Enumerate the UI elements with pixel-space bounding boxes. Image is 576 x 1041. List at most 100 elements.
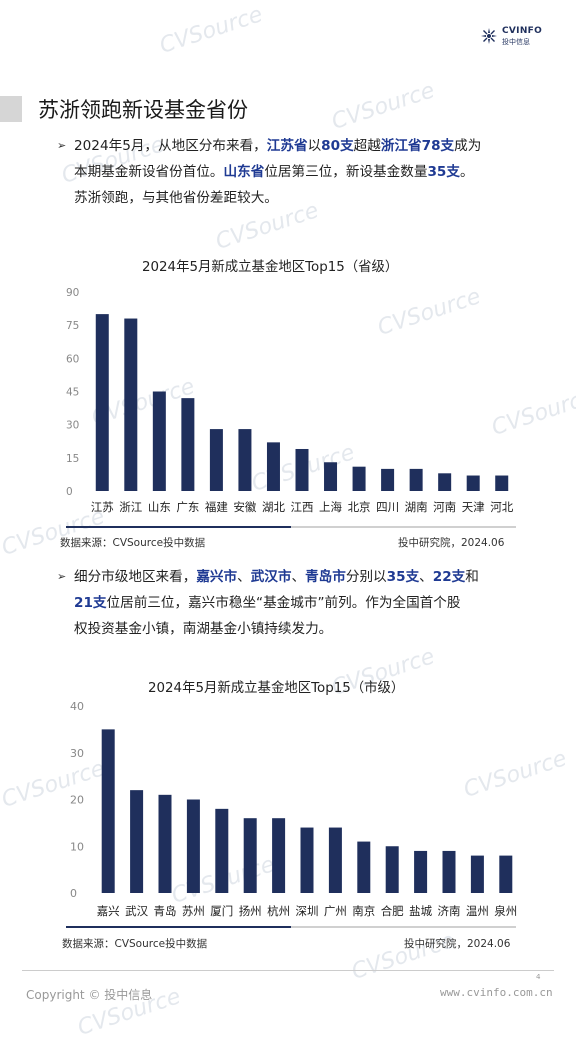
bar (438, 473, 452, 491)
logo-name: CVINFO (502, 26, 543, 36)
x-tick-label: 河北 (490, 500, 513, 514)
bar (130, 790, 144, 893)
paragraph-line: 本期基金新设省份首位。山东省位居第三位，新设基金数量35支。 (74, 159, 544, 185)
bar (124, 318, 138, 491)
y-tick-label: 90 (66, 287, 79, 299)
highlight-text: 嘉兴市 (196, 569, 238, 585)
x-tick-label: 山东 (148, 500, 171, 514)
copyright: Copyright © 投中信息 (26, 988, 153, 1002)
y-tick-label: 30 (70, 747, 84, 760)
paragraph-cities: ➢ 细分市级地区来看，嘉兴市、武汉市、青岛市分别以35支、22支和 21支位居前… (57, 564, 544, 642)
x-tick-label: 盐城 (409, 904, 432, 918)
x-tick-label: 深圳 (296, 904, 319, 918)
paragraph-line: 2024年5月，从地区分布来看，江苏省以80支超越浙江省78支成为 (74, 133, 544, 159)
y-tick-label: 0 (66, 486, 73, 498)
text: 权投资基金小镇，南湖基金小镇持续发力。 (74, 621, 333, 637)
bar (186, 799, 200, 893)
bar (324, 462, 338, 491)
y-tick-label: 20 (70, 794, 84, 807)
x-tick-label: 江西 (291, 500, 314, 514)
paragraph-line: 21支位居前三位，嘉兴市稳坐“基金城市”前列。作为全国首个股 (74, 590, 544, 616)
bar (385, 846, 399, 893)
x-tick-label: 湖南 (405, 500, 428, 514)
bar (300, 827, 314, 893)
cvinfo-logo: CVINFO 投中信息 (480, 26, 560, 48)
bar (209, 429, 223, 491)
bar (295, 448, 309, 491)
bar (357, 841, 371, 893)
paragraph-provinces: ➢ 2024年5月，从地区分布来看，江苏省以80支超越浙江省78支成为 本期基金… (57, 133, 544, 211)
y-tick-label: 10 (70, 840, 84, 853)
paragraph-line: 权投资基金小镇，南湖基金小镇持续发力。 (74, 616, 544, 642)
bar (158, 794, 172, 893)
text: 成为 (454, 138, 482, 154)
x-tick-label: 杭州 (267, 904, 290, 918)
chart-divider (66, 926, 516, 928)
x-tick-label: 安徽 (233, 500, 256, 514)
bar (414, 850, 428, 893)
x-tick-label: 上海 (319, 500, 342, 514)
research-credit: 投中研究院，2024.06 (404, 938, 511, 950)
text: 、 (419, 569, 433, 585)
highlight-text: 22支 (432, 569, 466, 585)
x-tick-label: 广东 (176, 500, 199, 514)
x-tick-label: 北京 (348, 500, 371, 514)
x-tick-label: 青岛 (154, 904, 177, 918)
data-source: 数据来源：CVSource投中数据 (60, 537, 206, 549)
x-tick-label: 福建 (205, 500, 228, 514)
x-tick-label: 南京 (352, 904, 375, 918)
x-tick-label: 湖北 (262, 500, 285, 514)
y-tick-label: 45 (66, 387, 79, 399)
footer-divider (22, 970, 554, 971)
watermark: CVSource (328, 78, 438, 135)
bar (442, 850, 456, 893)
paragraph-line: 细分市级地区来看，嘉兴市、武汉市、青岛市分别以35支、22支和 (74, 564, 544, 590)
text: 、 (291, 569, 306, 585)
title-marker (0, 96, 22, 122)
page-number: 4 (536, 973, 541, 981)
text: 位居前三位，嘉兴市稳坐“基金城市”前列。作为全国首个股 (106, 595, 461, 611)
paragraph-line: 苏浙领跑，与其他省份差距较大。 (74, 185, 544, 211)
text: 超越 (353, 138, 381, 154)
text: 。 (459, 164, 474, 180)
y-tick-label: 75 (66, 320, 79, 332)
text: 分别以 (345, 569, 387, 585)
highlight-text: 浙江省78支 (380, 138, 455, 154)
bar-chart-provinces: 0 15 30 45 60 75 90 江苏 浙江 山东 广东 福建 安徽 湖北 江西 上海 北京 四川 湖南 河南天… (66, 287, 514, 514)
x-tick-label: 广州 (324, 904, 347, 918)
highlight-text: 山东省 (223, 164, 265, 180)
highlight-text: 青岛市 (305, 569, 346, 585)
highlight-text: 35支 (386, 569, 420, 585)
bar (272, 818, 286, 893)
x-tick-label: 江苏 (91, 500, 114, 514)
y-tick-label: 0 (70, 887, 77, 900)
watermark: CVSource (156, 2, 266, 59)
text: 位居第三位，新设基金数量 (264, 164, 428, 180)
bar (181, 398, 195, 491)
x-tick-label: 天津 (462, 500, 485, 514)
bar (238, 429, 252, 491)
y-tick-label: 40 (70, 700, 84, 713)
bar (470, 855, 484, 893)
text: 和 (465, 569, 479, 585)
bar (409, 468, 423, 491)
bar-chart-cities: 0 10 20 30 40 嘉兴 武汉 青岛 苏州 厦门 扬州 杭州 深圳 广州 南京 合肥 盐城 济南 温州 泉州 (70, 700, 517, 918)
highlight-text: 武汉市 (250, 569, 292, 585)
x-tick-label: 苏州 (182, 904, 205, 918)
x-tick-label: 厦门 (210, 904, 233, 918)
bar (266, 442, 280, 491)
x-tick-label: 泉州 (494, 904, 517, 918)
text: 细分市级地区来看， (74, 569, 197, 585)
page-title: 苏浙领跑新设基金省份 (38, 98, 248, 122)
x-tick-label: 温州 (466, 904, 489, 918)
bar (101, 729, 115, 893)
x-tick-label: 合肥 (381, 904, 404, 918)
x-tick-label: 济南 (438, 904, 461, 918)
chart-divider-accent (66, 926, 291, 928)
data-source: 数据来源：CVSource投中数据 (62, 938, 208, 950)
y-tick-label: 60 (66, 353, 79, 365)
bar (352, 466, 366, 491)
x-tick-label: 四川 (376, 500, 399, 514)
highlight-text: 21支 (74, 595, 107, 611)
arrow-bullet-icon: ➢ (57, 570, 67, 583)
